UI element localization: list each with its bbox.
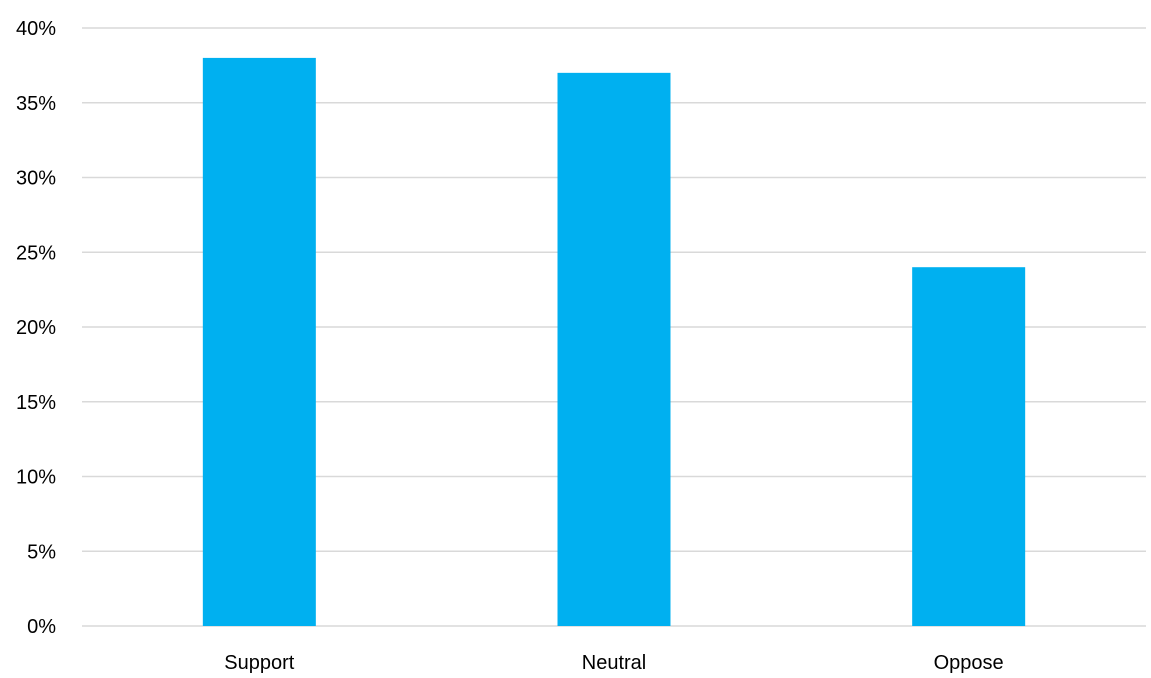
y-tick-label: 35% [16,93,56,115]
y-axis-tick-labels: 0% 5% 10% 15% 20% 25% 30% 35% 40% [16,18,56,638]
x-tick-label: Neutral [582,652,646,673]
y-tick-label: 40% [16,18,56,40]
bars [202,57,1026,627]
bar-neutral [557,72,671,627]
y-tick-label: 5% [27,541,56,563]
x-tick-label: Oppose [934,652,1004,673]
y-tick-label: 10% [16,467,56,489]
y-tick-label: 0% [27,616,56,638]
y-tick-label: 25% [16,242,56,264]
x-tick-label: Support [224,652,294,673]
y-tick-label: 15% [16,392,56,414]
x-axis-tick-labels: Support Neutral Oppose [224,652,1004,674]
bar-oppose [912,267,1026,626]
y-tick-label: 20% [16,317,56,339]
y-tick-label: 30% [16,168,56,190]
bar-support [202,57,316,626]
